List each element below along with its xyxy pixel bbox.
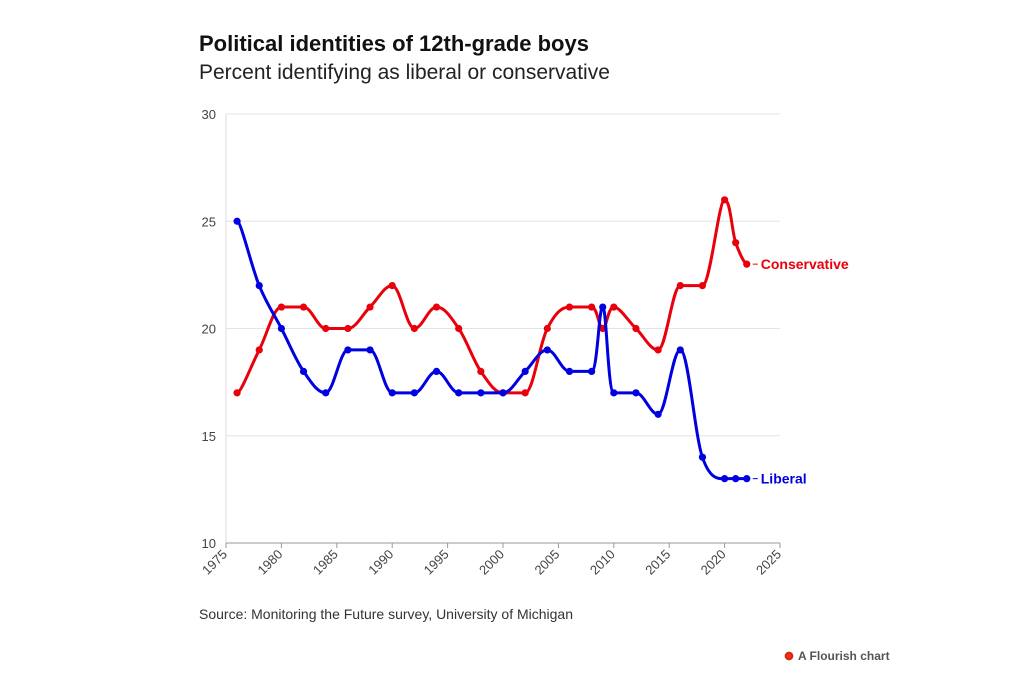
conservative-data-point <box>610 303 618 311</box>
liberal-data-point <box>676 346 684 354</box>
x-tick-label: 1990 <box>365 547 396 578</box>
conservative-data-point <box>721 196 729 204</box>
liberal-data-point <box>322 389 330 397</box>
conservative-data-point <box>521 389 529 397</box>
chart-subtitle: Percent identifying as liberal or conser… <box>199 61 610 84</box>
conservative-data-point <box>344 324 352 333</box>
source-note: Source: Monitoring the Future survey, Un… <box>199 606 574 622</box>
conservative-data-point <box>732 239 740 247</box>
liberal-data-point <box>233 217 241 225</box>
x-tick-label: 2000 <box>476 547 507 578</box>
conservative-data-point <box>410 324 418 333</box>
conservative-data-point <box>322 324 330 333</box>
conservative-data-point <box>299 303 308 311</box>
liberal-data-point <box>743 475 751 483</box>
conservative-data-point <box>588 303 596 311</box>
y-tick-label: 25 <box>202 214 216 229</box>
liberal-series-line <box>235 219 747 481</box>
liberal-data-point <box>588 367 596 375</box>
liberal-data-point <box>410 389 418 397</box>
conservative-data-point <box>743 260 751 268</box>
liberal-data-point <box>255 282 263 290</box>
x-tick-label: 2025 <box>753 547 784 578</box>
conservative-data-point <box>277 303 285 311</box>
series-lines <box>233 196 751 483</box>
liberal-data-point <box>565 367 574 375</box>
x-tick-label: 1985 <box>310 547 341 578</box>
conservative-data-point <box>233 389 241 397</box>
conservative-data-point <box>366 303 374 311</box>
conservative-data-point <box>698 282 707 290</box>
liberal-data-point <box>277 324 285 333</box>
liberal-data-point <box>344 346 352 354</box>
liberal-data-point <box>499 389 507 397</box>
conservative-data-point <box>388 282 396 290</box>
liberal-data-point <box>610 389 618 397</box>
liberal-data-point <box>599 303 607 311</box>
y-tick-label: 20 <box>202 322 216 337</box>
liberal-data-point <box>366 346 374 354</box>
conservative-data-point <box>654 346 662 354</box>
conservative-series-label: Conservative <box>761 256 849 272</box>
liberal-data-point <box>732 475 740 483</box>
conservative-data-point <box>565 303 574 311</box>
gridlines <box>226 113 780 544</box>
y-tick-label: 15 <box>202 429 216 444</box>
chart-title: Political identities of 12th-grade boys <box>199 31 589 56</box>
liberal-data-point <box>521 367 529 375</box>
liberal-data-point <box>477 389 485 397</box>
x-tick-label: 2020 <box>698 547 729 578</box>
conservative-data-point <box>255 346 263 354</box>
liberal-data-point <box>632 389 640 397</box>
flourish-logo-icon <box>784 651 794 661</box>
y-tick-label: 30 <box>202 107 216 122</box>
conservative-data-point <box>632 324 640 333</box>
conservative-data-point <box>543 324 551 333</box>
x-tick-label: 1975 <box>199 547 230 578</box>
flourish-credit-link[interactable]: A Flourish chart <box>784 649 890 663</box>
liberal-data-point <box>543 346 551 354</box>
liberal-data-point <box>388 389 396 397</box>
liberal-data-point <box>299 367 308 375</box>
x-tick-label: 2015 <box>642 547 673 578</box>
conservative-data-point <box>676 282 684 290</box>
conservative-data-point <box>477 367 485 375</box>
liberal-series-label: Liberal <box>761 471 807 487</box>
flourish-credit-label: A Flourish chart <box>798 649 890 663</box>
liberal-data-point <box>654 410 662 418</box>
conservative-data-point <box>455 324 463 333</box>
liberal-data-point <box>455 389 463 397</box>
x-tick-label: 1980 <box>254 547 285 578</box>
y-tick-label: 10 <box>202 536 216 551</box>
conservative-data-point <box>432 303 441 311</box>
liberal-data-point <box>721 475 729 483</box>
x-tick-label: 2005 <box>531 547 562 578</box>
liberal-data-point <box>432 367 441 375</box>
conservative-series-line <box>236 198 748 395</box>
series-end-labels: Conservative Liberal <box>752 256 849 487</box>
liberal-data-point <box>698 453 707 461</box>
x-tick-label: 2010 <box>587 547 618 578</box>
x-tick-label: 1995 <box>421 547 452 578</box>
